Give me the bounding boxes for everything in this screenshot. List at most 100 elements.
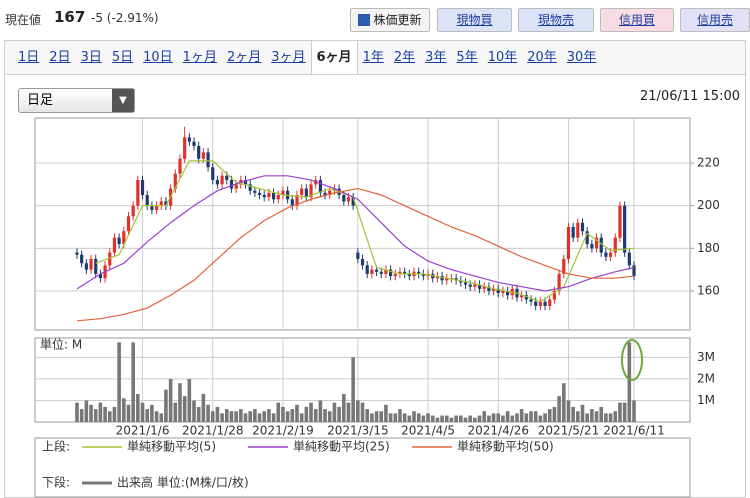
volume-bar [576, 411, 580, 422]
period-tab[interactable]: 1年 [362, 50, 384, 65]
volume-bar [407, 415, 412, 422]
period-tab[interactable]: 2日 [49, 50, 71, 65]
volume-bar [93, 409, 98, 422]
volume-bar [547, 409, 552, 422]
volume-bar [468, 415, 472, 422]
volume-bar [580, 404, 585, 422]
volume-bar [332, 402, 337, 422]
volume-bar [463, 417, 468, 422]
candle-body [89, 258, 93, 270]
candle-body [276, 194, 280, 200]
volume-bar [501, 415, 505, 422]
candle-body [229, 180, 234, 189]
volume-bar [599, 406, 604, 422]
volume-bar [309, 402, 313, 422]
candle-body [360, 258, 365, 266]
margin-buy-button[interactable]: 信用買 [600, 8, 674, 32]
candle-body [178, 158, 182, 174]
volume-bar [529, 411, 533, 422]
volume-bar [327, 411, 332, 422]
y-tick-label: 3M [697, 350, 715, 364]
candle-body [627, 252, 631, 266]
volume-bar [84, 400, 89, 422]
buy-button[interactable]: 現物買 [437, 8, 512, 32]
legend-upper-label: 上段: [42, 439, 70, 454]
volume-bar [398, 409, 402, 422]
candle-body [122, 231, 126, 245]
period-tab[interactable]: 2ヶ月 [226, 50, 262, 65]
volume-bar [248, 411, 252, 422]
volume-bar [173, 402, 178, 422]
volume-bar [632, 400, 636, 422]
candle-body [417, 271, 421, 274]
candle-body [267, 192, 271, 198]
candle-body [211, 167, 215, 181]
volume-bar [117, 342, 121, 422]
x-tick-label: 2021/4/26 [467, 424, 529, 438]
candle-body [253, 190, 257, 193]
y-tick-label: 160 [697, 283, 720, 297]
candle-body [309, 184, 313, 198]
volume-bar [267, 409, 271, 422]
candle-body [604, 252, 608, 257]
period-tab[interactable]: 2年 [393, 50, 416, 65]
candle-body [496, 288, 500, 294]
volume-bar [107, 411, 112, 422]
period-tab[interactable]: 3ヶ月 [271, 50, 306, 65]
interval-dropdown[interactable]: 日足 ▼ [18, 88, 135, 113]
volume-bar [136, 394, 140, 422]
candle-body [557, 273, 561, 291]
volume-bar [131, 342, 135, 422]
period-tab[interactable]: 20年 [527, 50, 557, 65]
margin-sell-button[interactable]: 信用売 [680, 8, 750, 32]
candle-body [590, 244, 594, 249]
candle-body [225, 175, 229, 181]
volume-bar [239, 409, 243, 422]
volume-bar [145, 409, 150, 422]
period-tab[interactable]: 10年 [487, 50, 518, 65]
candle-body [524, 295, 528, 300]
period-tab[interactable]: 3年 [425, 50, 447, 65]
period-tab[interactable]: 3日 [80, 50, 102, 65]
volume-bar [505, 411, 510, 422]
candle-body [403, 271, 407, 274]
period-tab[interactable]: 5年 [456, 50, 478, 65]
x-tick-label: 2021/5/21 [538, 424, 600, 438]
volume-bar [370, 413, 374, 422]
candle-body [459, 280, 463, 283]
volume-bar [234, 411, 238, 422]
candle-body [576, 222, 580, 238]
y-tick-label: 2M [697, 371, 715, 385]
period-tab[interactable]: 1ヶ月 [182, 50, 217, 65]
volume-bar [257, 413, 262, 422]
volume-bar [496, 413, 501, 422]
candle-body [98, 273, 103, 279]
volume-bar [253, 409, 257, 422]
period-tab[interactable]: 5日 [111, 50, 134, 65]
candle-body [506, 290, 510, 296]
volume-bar [206, 404, 210, 422]
period-tab[interactable]: 30年 [566, 50, 597, 65]
x-tick-label: 2021/3/15 [327, 424, 389, 438]
candle-body [421, 273, 425, 277]
sell-button[interactable]: 現物売 [518, 8, 594, 32]
candle-body [117, 237, 121, 245]
volume-bar [346, 402, 351, 422]
volume-bar [618, 402, 622, 422]
timestamp: 21/06/11 15:00 [640, 89, 740, 104]
candle-body [173, 173, 177, 189]
candle-body [632, 265, 636, 277]
candle-body [599, 237, 603, 253]
period-tab[interactable]: 6ヶ月 [310, 41, 358, 74]
volume-bar [594, 411, 599, 422]
period-tab[interactable]: 10日 [143, 50, 173, 65]
volume-bar [295, 404, 299, 422]
candle-body [374, 269, 379, 272]
volume-bar [262, 411, 267, 422]
candle-body [445, 278, 449, 281]
candle-body [566, 226, 571, 259]
volume-bar [271, 413, 276, 422]
period-tab[interactable]: 1日 [18, 50, 40, 65]
refresh-button[interactable]: 株価更新 [350, 8, 430, 32]
